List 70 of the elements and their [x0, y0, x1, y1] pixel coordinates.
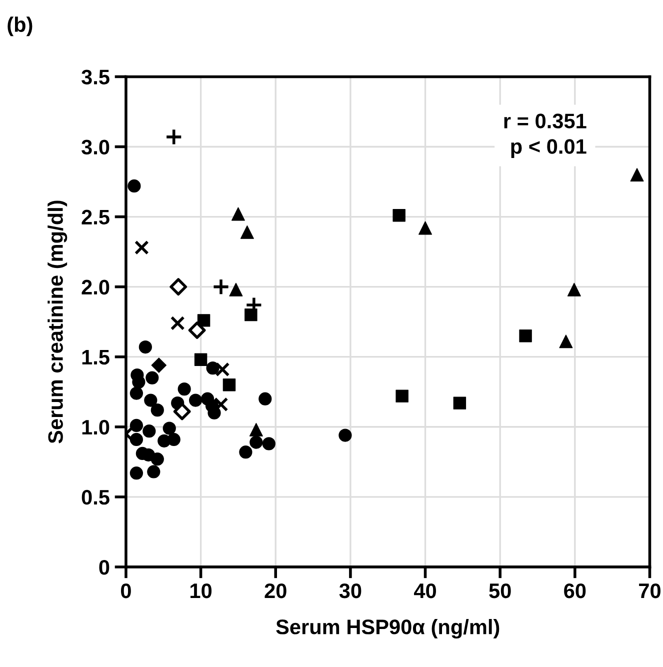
- y-tick-label: 0.5: [82, 490, 110, 505]
- point: [130, 386, 144, 400]
- point: [130, 418, 144, 432]
- point: [150, 404, 164, 417]
- point: [231, 207, 245, 221]
- point: [144, 394, 158, 407]
- point: [178, 382, 191, 396]
- annotation: p < 0.01: [511, 139, 586, 158]
- point: [630, 168, 644, 182]
- point: [244, 308, 258, 322]
- point: [418, 221, 432, 235]
- x-tick-label: 50: [489, 583, 511, 598]
- point: [212, 278, 230, 296]
- point: [130, 432, 144, 446]
- y-tick-label: 1.0: [82, 420, 110, 435]
- point: [215, 362, 230, 377]
- point: [240, 225, 254, 239]
- x-tick-label: 40: [414, 583, 436, 598]
- point: [134, 240, 149, 255]
- point: [338, 428, 352, 442]
- point: [138, 340, 152, 354]
- point: [188, 322, 206, 339]
- point: [151, 358, 167, 373]
- point: [173, 402, 191, 420]
- point: [229, 282, 243, 296]
- point: [150, 452, 164, 466]
- x-tick-label: 20: [264, 583, 286, 598]
- point: [194, 353, 208, 366]
- point: [392, 209, 406, 222]
- point: [130, 466, 144, 480]
- point: [567, 282, 581, 296]
- point: [165, 128, 183, 146]
- point: [147, 465, 160, 478]
- x-tick-label: 0: [121, 583, 131, 598]
- point: [249, 422, 263, 436]
- point: [132, 375, 146, 389]
- y-axis-title: Serum creatinine (mg/dl): [48, 200, 68, 444]
- point: [146, 371, 159, 384]
- annotation: r = 0.351: [504, 114, 586, 128]
- x-axis-title: Serum HSP90α (ng/ml): [276, 619, 500, 639]
- point: [188, 394, 202, 407]
- point: [453, 396, 466, 410]
- y-tick-label: 3.5: [82, 70, 110, 84]
- y-tick-label: 0: [99, 560, 110, 575]
- point: [170, 316, 185, 330]
- point: [396, 390, 408, 402]
- x-tick-label: 10: [190, 583, 212, 598]
- y-tick-label: 2.0: [82, 280, 110, 295]
- point: [559, 334, 573, 348]
- point: [142, 424, 156, 438]
- point: [258, 392, 272, 406]
- point: [170, 278, 188, 296]
- point: [162, 422, 176, 435]
- chart-title: (b): [8, 16, 32, 36]
- x-tick-label: 30: [339, 583, 362, 598]
- point: [128, 179, 141, 193]
- point: [214, 397, 228, 412]
- y-tick-label: 1.5: [82, 350, 110, 365]
- y-tick-label: 2.5: [82, 210, 110, 225]
- point: [239, 446, 252, 459]
- point: [262, 437, 276, 450]
- x-tick-label: 60: [564, 583, 586, 598]
- point: [206, 361, 220, 375]
- point: [197, 314, 210, 327]
- x-tick-label: 70: [639, 583, 660, 598]
- point: [222, 378, 236, 392]
- point: [519, 329, 532, 342]
- y-tick-label: 3.0: [82, 140, 110, 155]
- point: [158, 434, 171, 448]
- point: [250, 436, 263, 449]
